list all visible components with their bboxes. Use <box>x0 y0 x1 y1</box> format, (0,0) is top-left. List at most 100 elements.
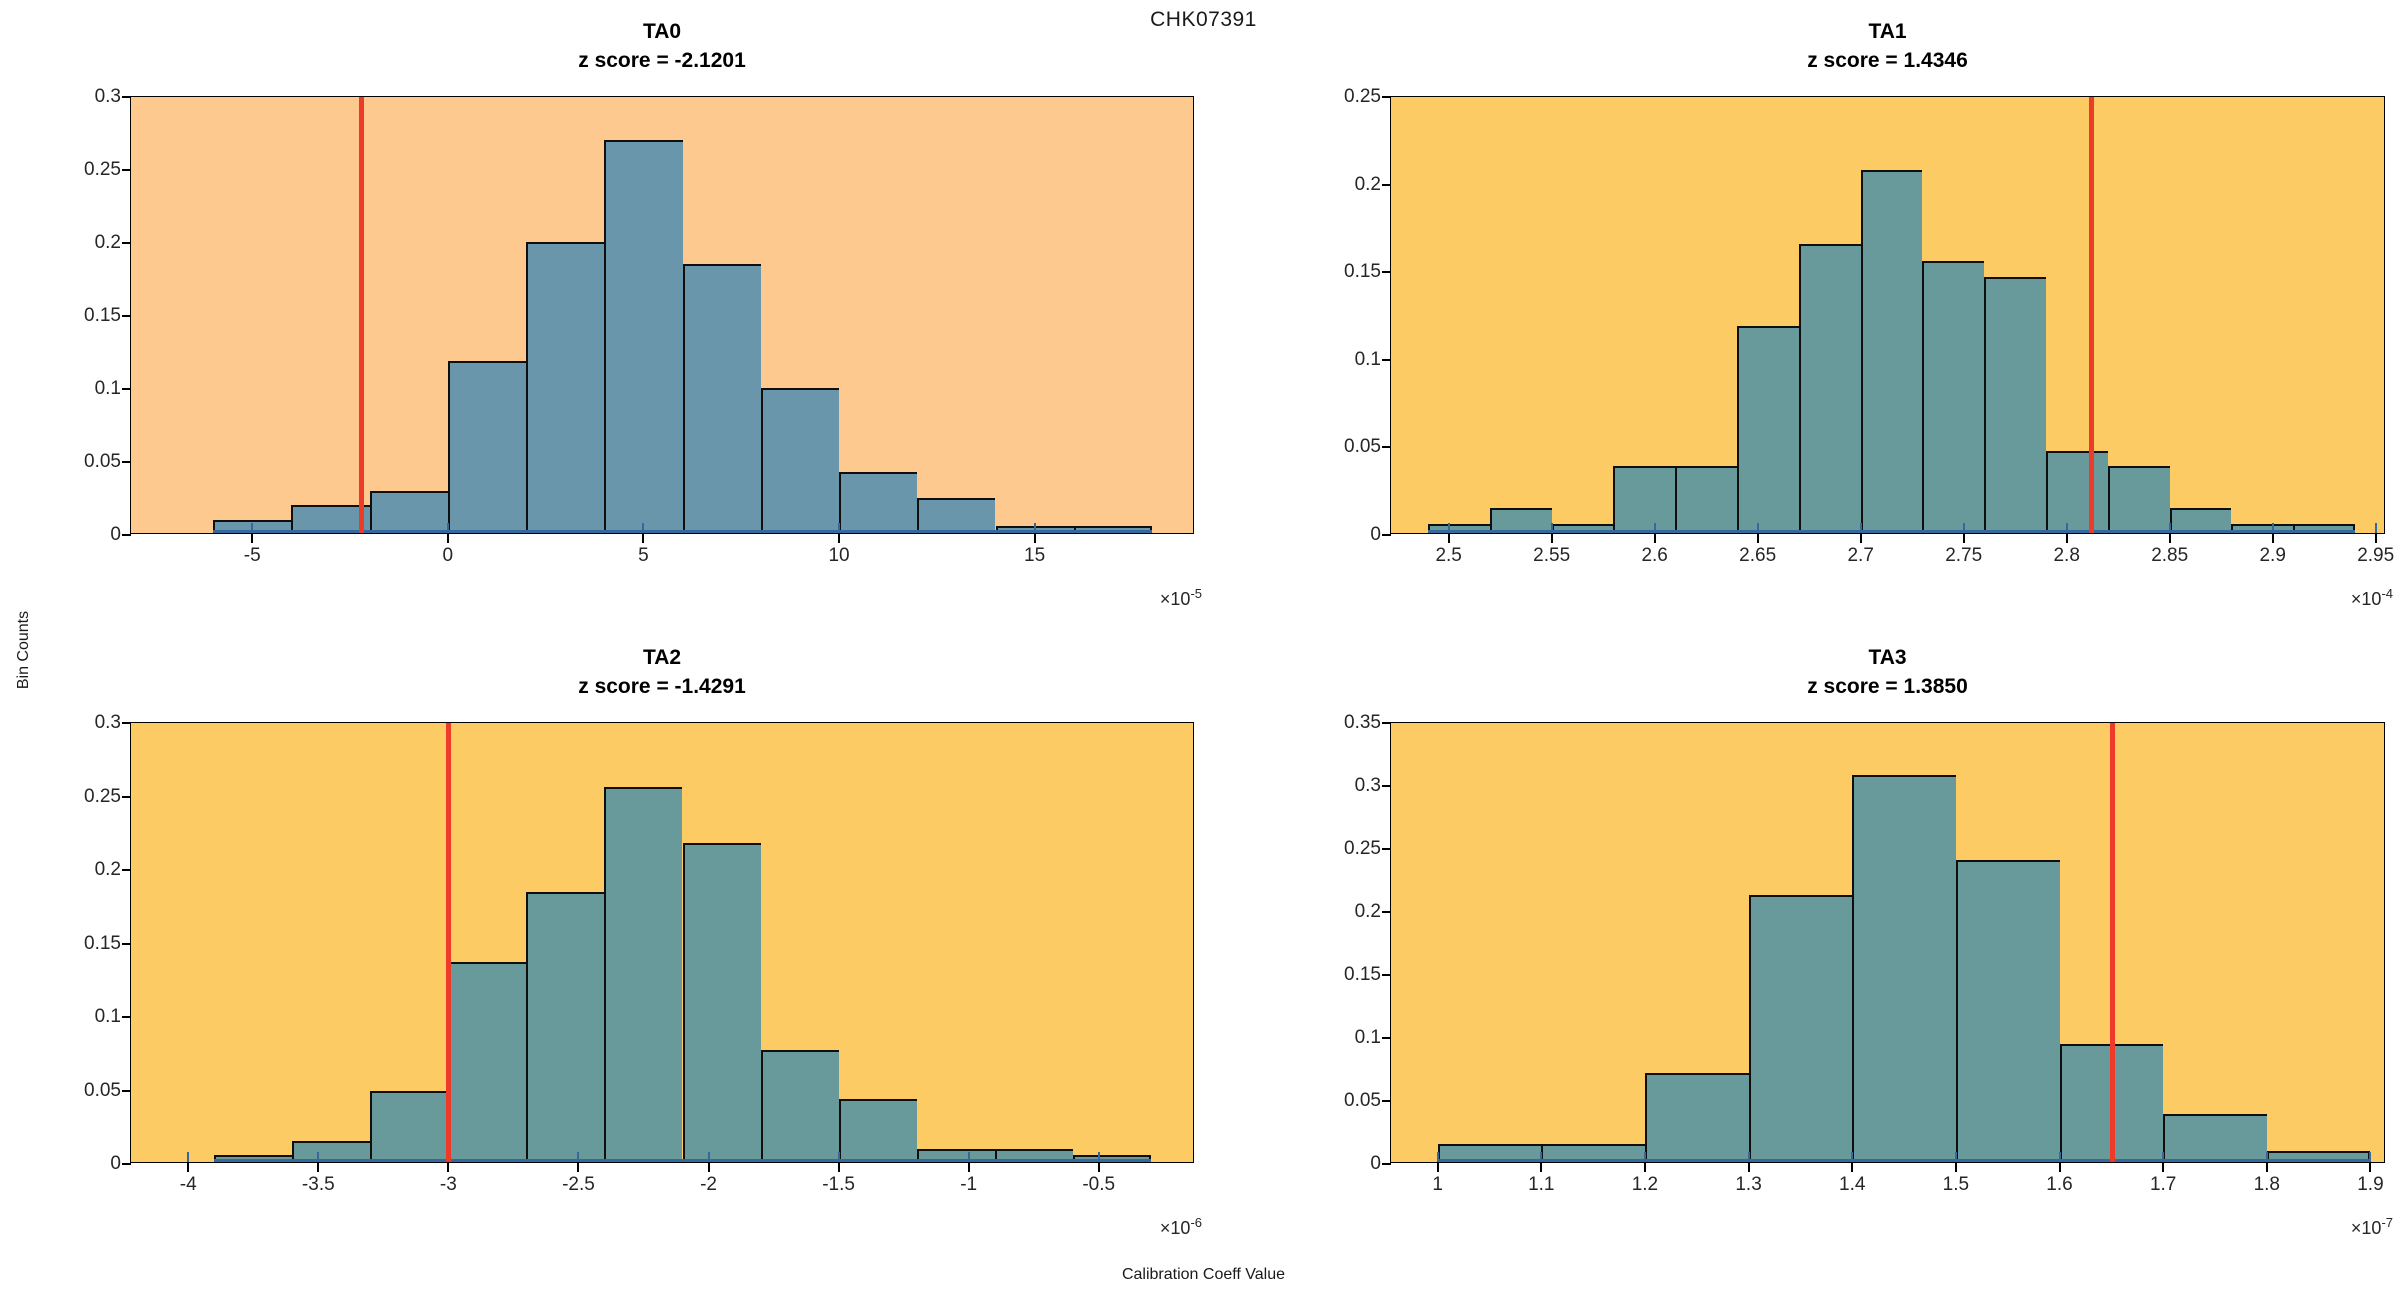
x-tick-label: 1 <box>1432 1174 1443 1195</box>
x-axis-exponent-label: ×10-6 <box>1160 1215 1202 1239</box>
y-tick-label: 0.1 <box>1354 1027 1381 1048</box>
y-tick-mark <box>122 795 131 798</box>
x-tick-label: 2.75 <box>1945 545 1983 566</box>
histogram-bar <box>2107 466 2170 533</box>
x-inner-tick-mark <box>1756 523 1759 533</box>
x-tick-label: 2.95 <box>2357 545 2395 566</box>
plot-area: 2.5 2.55 2.6 2.65 2.7 2.75 2.8 2.85 2.9 2.95 0 0.05… <box>1344 86 2394 566</box>
x-tick-mark <box>577 1163 580 1172</box>
subplot-title: TA2 <box>642 646 682 669</box>
histogram-bar <box>1675 466 1738 533</box>
x-tick-mark <box>1540 1163 1543 1172</box>
y-tick-mark <box>122 869 131 871</box>
subplot-ta2: TA2 z score = -1.4291 -4 -3.5 -3 -2.5 -2 -1.5… <box>84 646 1202 1238</box>
y-tick-mark <box>122 534 131 536</box>
y-tick-label: 0.3 <box>1354 775 1381 796</box>
exponent-base: ×10 <box>1159 589 1191 609</box>
histogram-bar <box>1748 894 1853 1162</box>
x-tick-label: -3 <box>439 1174 457 1195</box>
x-tick-label: 0 <box>442 545 454 566</box>
x-tick-mark <box>967 1163 970 1172</box>
histogram-bar <box>2163 1114 2267 1162</box>
y-tick-mark <box>1382 446 1391 449</box>
histogram-baseline <box>213 530 1152 533</box>
subplot-ta3: TA3 z score = 1.3850 1 1.1 1.2 1.3 1.4 1.5 1.6… <box>1344 646 2393 1238</box>
x-tick-label: 1.3 <box>1735 1174 1762 1195</box>
y-tick-mark <box>122 942 131 945</box>
x-axis-exponent-label: ×10-5 <box>1160 586 1202 610</box>
x-inner-tick-mark <box>838 523 841 533</box>
x-inner-tick-mark <box>1962 523 1965 533</box>
y-tick-mark <box>122 96 131 98</box>
histogram-bar <box>1984 277 2047 533</box>
histogram-bar <box>291 505 370 533</box>
x-tick-label: 2.6 <box>1641 545 1668 566</box>
y-tick-label: 0.05 <box>84 451 121 472</box>
x-tick-label: 1.5 <box>1942 1174 1970 1195</box>
x-tick-mark <box>446 534 449 543</box>
plot-area: 1 1.1 1.2 1.3 1.4 1.5 1.6 1.7 1.8 1.9 0 0.05 0.1 0.15… <box>1344 712 2385 1195</box>
histogram-bar <box>760 388 840 533</box>
y-tick-mark <box>1382 722 1391 724</box>
histogram-bar <box>2231 524 2294 533</box>
subplot-ta1: TA1 z score = 1.4346 2.5 2.55 2.6 2.65 2.7 2.… <box>1344 20 2394 609</box>
x-tick-mark <box>1653 534 1656 543</box>
histogram-bar <box>1955 859 2060 1162</box>
y-tick-label: 0.1 <box>1354 348 1381 370</box>
y-tick-mark <box>1382 271 1391 274</box>
x-tick-label: -5 <box>243 545 261 566</box>
exponent-power: -4 <box>2381 586 2393 601</box>
x-inner-tick-mark <box>2065 523 2068 533</box>
histogram-bar <box>760 1050 839 1162</box>
x-axis-exponent-label: ×10-4 <box>2351 586 2393 610</box>
x-tick-label: 2.5 <box>1435 545 1462 566</box>
plot-area: -4 -3.5 -3 -2.5 -2 -1.5 -1 -0.5 0 0.05 0.1 0.15 0.2 0… <box>84 712 1194 1195</box>
x-tick-mark <box>1033 534 1036 543</box>
y-tick-mark <box>122 315 131 317</box>
x-tick-mark <box>1851 1163 1854 1172</box>
x-tick-mark <box>251 534 254 543</box>
histogram-bar <box>2046 450 2108 533</box>
x-tick-mark <box>1859 534 1862 543</box>
threshold-line <box>359 97 365 533</box>
histogram-bar <box>526 242 605 533</box>
y-tick-mark <box>122 1016 131 1018</box>
y-tick-label: 0.3 <box>94 712 121 733</box>
x-tick-label: 10 <box>828 545 850 566</box>
x-tick-label: 1.9 <box>2357 1174 2384 1195</box>
x-inner-tick-mark <box>2265 1152 2268 1162</box>
y-tick-label: 0.05 <box>1344 436 1381 458</box>
x-tick-mark <box>317 1163 320 1172</box>
y-tick-mark <box>122 461 131 463</box>
x-inner-tick-mark <box>837 1152 840 1162</box>
x-inner-tick-mark <box>2374 523 2377 533</box>
threshold-line <box>2109 723 2115 1162</box>
x-tick-mark <box>187 1163 190 1172</box>
subplot-zscore-label: z score = -2.1201 <box>578 49 746 72</box>
histogram-bar <box>526 891 605 1162</box>
y-tick-mark <box>122 388 131 390</box>
x-tick-label: -4 <box>179 1174 197 1195</box>
y-tick-label: 0.3 <box>94 86 121 107</box>
y-tick-label: 0.2 <box>94 232 121 253</box>
x-tick-label: 1.7 <box>2149 1174 2177 1195</box>
y-tick-label: 0.2 <box>94 859 121 880</box>
x-inner-tick-mark <box>1747 1152 1750 1162</box>
x-tick-label: 2.55 <box>1533 545 1571 566</box>
histogram-bar <box>1428 524 1490 533</box>
histogram-bar <box>916 1148 995 1162</box>
histogram-bar <box>1852 775 1956 1162</box>
subplot-zscore-label: z score = -1.4291 <box>578 675 746 698</box>
histogram-bar <box>1489 508 1552 533</box>
y-tick-label: 0.15 <box>84 932 121 954</box>
histogram-bar <box>292 1141 371 1162</box>
x-inner-tick-mark <box>1851 1152 1854 1162</box>
x-tick-label: 2.8 <box>2053 545 2080 566</box>
y-tick-label: 0.2 <box>1354 901 1381 922</box>
x-tick-mark <box>2162 1163 2165 1172</box>
x-inner-tick-mark <box>187 1152 190 1162</box>
x-tick-mark <box>2058 1163 2061 1172</box>
x-tick-mark <box>1962 534 1965 543</box>
exponent-power: -7 <box>2381 1215 2393 1230</box>
y-tick-mark <box>122 169 131 171</box>
